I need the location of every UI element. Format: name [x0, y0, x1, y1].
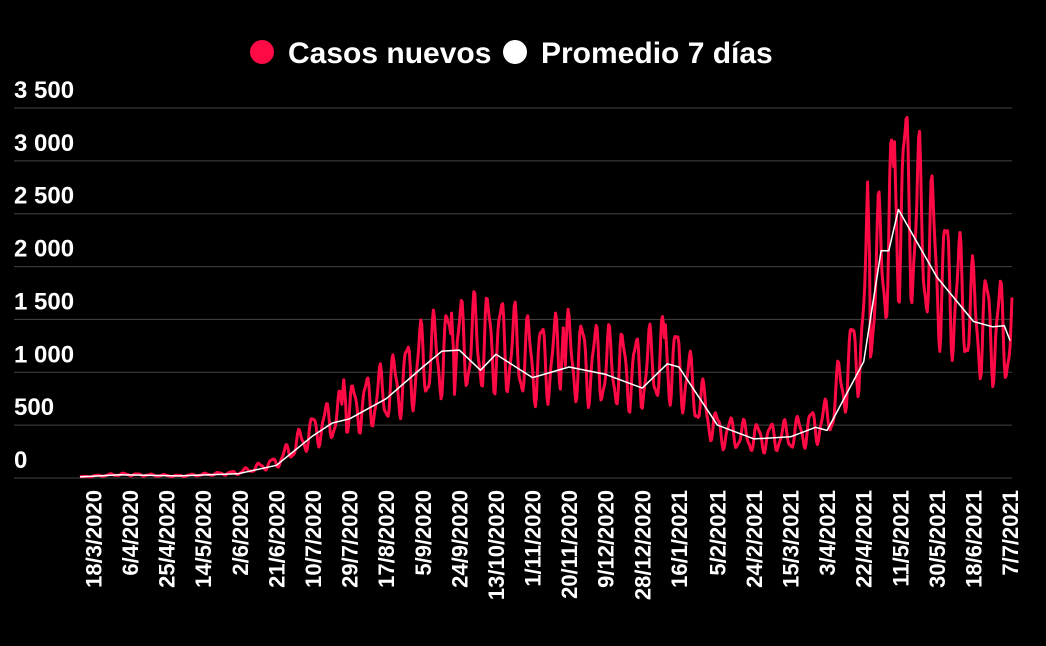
x-tick-label: 6/4/2020	[118, 490, 143, 576]
x-tick-label: 17/8/2020	[374, 490, 399, 588]
x-tick-label: 24/9/2020	[447, 490, 472, 588]
gridlines	[14, 107, 1012, 479]
x-tick-label: 18/3/2020	[81, 490, 106, 588]
x-tick-label: 9/12/2020	[594, 490, 619, 588]
y-tick-label: 1 500	[14, 288, 74, 315]
x-tick-label: 18/6/2021	[961, 490, 986, 588]
x-tick-label: 29/7/2020	[338, 490, 363, 588]
x-tick-label: 5/2/2021	[705, 490, 730, 576]
x-tick-label: 13/10/2020	[484, 490, 509, 600]
x-axis-ticks: 18/3/2020 6/4/2020 25/4/2020 14/5/2020 2/6/2…	[81, 490, 1023, 600]
x-tick-label: 20/11/2020	[557, 490, 582, 599]
x-tick-label: 1/11/2020	[521, 490, 546, 587]
y-tick-label: 1 000	[14, 341, 74, 368]
series-line-promedio	[79, 208, 1011, 478]
x-tick-label: 11/5/2021	[888, 490, 913, 587]
legend-label-promedio: Promedio 7 días	[541, 37, 773, 70]
legend-marker-casos-nuevos	[250, 40, 274, 64]
y-axis-ticks: 0 500 1 000 1 500 2 000 2 500 3 000 3 500	[14, 77, 74, 474]
x-tick-label: 10/7/2020	[301, 490, 326, 588]
y-tick-label: 2 000	[14, 236, 74, 263]
y-tick-label: 0	[14, 447, 27, 474]
y-tick-label: 3 500	[14, 77, 74, 104]
legend: Casos nuevos Promedio 7 días	[250, 37, 773, 70]
x-tick-label: 21/6/2020	[264, 490, 289, 588]
series-line-casos-nuevos	[79, 116, 1014, 479]
x-tick-label: 2/6/2020	[228, 490, 253, 576]
x-tick-label: 5/9/2020	[411, 490, 436, 576]
x-tick-label: 15/3/2021	[779, 490, 804, 588]
x-tick-label: 16/1/2021	[667, 490, 692, 588]
y-tick-label: 500	[14, 394, 54, 421]
y-tick-label: 2 500	[14, 183, 74, 210]
x-tick-label: 7/7/2021	[998, 490, 1023, 576]
x-tick-label: 3/4/2021	[815, 490, 840, 576]
legend-marker-promedio	[503, 40, 527, 64]
x-tick-label: 25/4/2020	[155, 490, 180, 588]
legend-label-casos-nuevos: Casos nuevos	[288, 37, 491, 70]
x-tick-label: 22/4/2021	[852, 490, 877, 588]
x-tick-label: 14/5/2020	[191, 490, 216, 588]
y-tick-label: 3 000	[14, 130, 74, 157]
x-tick-label: 30/5/2021	[925, 490, 950, 588]
x-tick-label: 24/2/2021	[742, 490, 767, 588]
x-tick-label: 28/12/2020	[630, 490, 655, 600]
